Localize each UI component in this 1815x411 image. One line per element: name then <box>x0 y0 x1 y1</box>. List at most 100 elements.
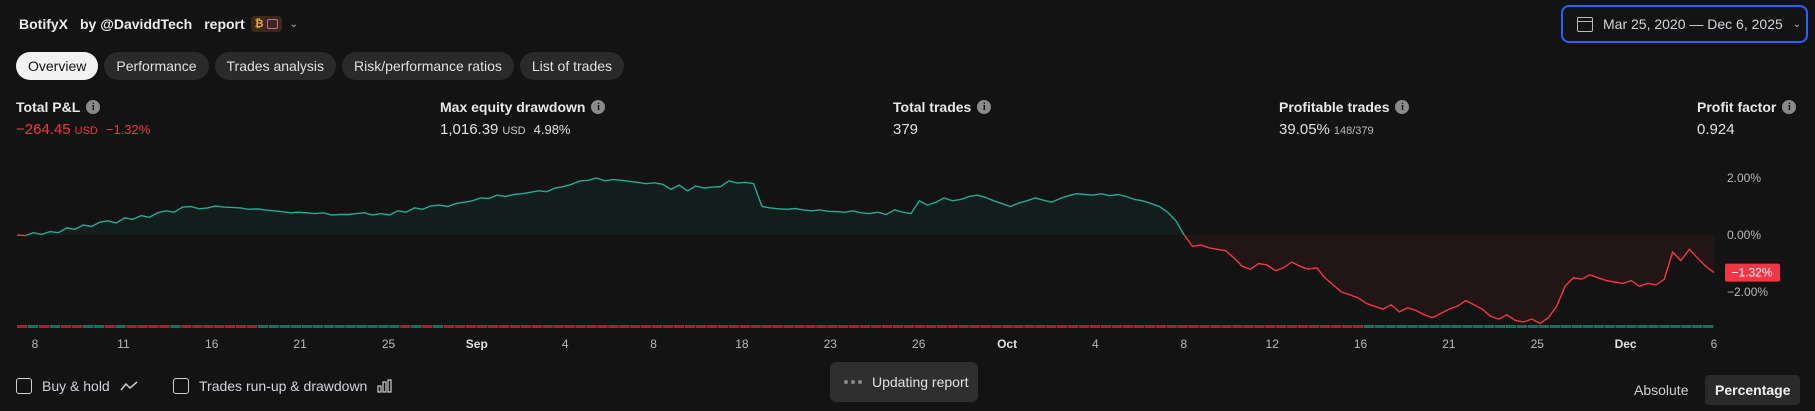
stat-value: −264.45 <box>16 121 71 138</box>
trade-marker <box>597 325 608 328</box>
trade-marker <box>268 325 280 328</box>
report-tabs: Overview Performance Trades analysis Ris… <box>16 52 625 80</box>
info-icon[interactable]: i <box>977 100 992 114</box>
trade-marker <box>1571 325 1582 328</box>
trade-marker <box>739 325 750 328</box>
trade-marker <box>1221 325 1232 328</box>
y-axis-tick-label: −2.00% <box>1727 285 1768 299</box>
trade-marker <box>1681 325 1692 328</box>
buy-hold-toggle[interactable]: Buy & hold <box>16 378 138 394</box>
trade-marker <box>575 325 586 328</box>
tab-performance[interactable]: Performance <box>104 52 209 80</box>
chevron-down-icon[interactable]: ⌄ <box>289 18 299 30</box>
equity-line-negative <box>1183 234 1715 325</box>
bar-chart-icon <box>377 379 392 393</box>
trade-marker <box>1352 325 1363 328</box>
equity-chart[interactable]: 2.00% 0.00% −2.00% −1.32% 8 11 16 21 25 Sep 4 8 18 23… <box>0 150 1815 350</box>
trade-marker <box>1692 325 1703 328</box>
trade-marker <box>520 325 531 328</box>
x-axis-tick-label: 25 <box>382 337 396 350</box>
trade-marker <box>1670 325 1681 328</box>
profit-area <box>26 178 1185 235</box>
trade-marker <box>345 325 356 328</box>
stat-profit-factor: Profit factor i 0.924 <box>1697 98 1797 138</box>
info-icon[interactable]: i <box>1395 100 1410 114</box>
report-header[interactable]: BotifyX by @DaviddTech report ₿ ⌄ <box>19 14 298 34</box>
trade-marker <box>838 325 849 328</box>
stat-percent: 4.98% <box>533 122 571 137</box>
author-label: by @DaviddTech <box>80 16 193 32</box>
trade-marker <box>1308 325 1320 328</box>
trade-marker <box>925 325 936 328</box>
trade-marker <box>1079 325 1090 328</box>
stat-percent: −1.32% <box>105 122 151 137</box>
trade-marker <box>586 325 597 328</box>
buy-hold-checkbox[interactable] <box>16 378 32 394</box>
trade-marker <box>1604 325 1615 328</box>
trade-marker <box>728 325 739 328</box>
symbol-badge: ₿ <box>250 16 282 32</box>
trade-marker <box>444 325 455 328</box>
trade-marker <box>1549 325 1561 328</box>
line-chart-icon <box>120 381 138 391</box>
trade-marker <box>400 325 411 328</box>
trade-marker <box>608 325 619 328</box>
info-icon[interactable]: i <box>1782 100 1797 114</box>
trade-marker <box>794 325 805 328</box>
trade-marker <box>1407 325 1418 328</box>
tab-overview[interactable]: Overview <box>16 52 99 80</box>
tab-risk-performance-ratios[interactable]: Risk/performance ratios <box>342 52 514 80</box>
y-axis-tick-label: 0.00% <box>1727 228 1761 242</box>
tab-trades-analysis[interactable]: Trades analysis <box>214 52 337 80</box>
trade-marker <box>1593 325 1604 328</box>
trade-marker <box>816 325 827 328</box>
trade-marker <box>1089 325 1101 328</box>
chevron-down-icon: ⌄ <box>1792 18 1802 30</box>
trade-marker <box>49 325 61 328</box>
trade-marker <box>991 325 1002 328</box>
trade-marker <box>1451 325 1462 328</box>
trade-marker <box>367 325 378 328</box>
trade-marker <box>1002 325 1013 328</box>
toast-label: Updating report <box>872 374 969 390</box>
trade-marker <box>750 325 761 328</box>
stat-value: 0.924 <box>1697 121 1735 138</box>
trade-marker <box>1615 325 1626 328</box>
trade-marker <box>1298 325 1309 328</box>
trade-marker <box>1188 325 1199 328</box>
stat-value: 1,016.39 <box>440 121 499 138</box>
info-icon[interactable]: i <box>591 100 606 114</box>
trade-marker <box>1637 325 1648 328</box>
stat-profitable-trades: Profitable trades i 39.05% 148/379 <box>1279 98 1410 138</box>
trade-marker <box>214 325 225 328</box>
trade-marker <box>706 325 717 328</box>
trade-marker <box>969 325 980 328</box>
trade-marker <box>1582 325 1593 328</box>
info-icon[interactable]: i <box>86 100 101 114</box>
trade-marker <box>695 325 707 328</box>
trade-marker <box>860 325 871 328</box>
trade-marker <box>487 325 499 328</box>
runup-drawdown-toggle[interactable]: Trades run-up & drawdown <box>173 378 393 394</box>
trade-marker <box>279 325 291 328</box>
trade-marker <box>104 325 115 328</box>
trade-marker <box>1418 325 1429 328</box>
loading-dots-icon <box>844 380 862 384</box>
date-range-picker[interactable]: Mar 25, 2020 — Dec 6, 2025 ⌄ <box>1561 5 1808 43</box>
runup-drawdown-checkbox[interactable] <box>173 378 189 394</box>
trade-marker <box>1133 325 1144 328</box>
absolute-mode-button[interactable]: Absolute <box>1634 382 1689 398</box>
trade-marker <box>1462 325 1473 328</box>
trade-marker <box>236 325 247 328</box>
trade-marker <box>411 325 422 328</box>
x-axis-tick-label: Oct <box>997 337 1017 350</box>
trade-marker <box>148 325 159 328</box>
percentage-mode-button[interactable]: Percentage <box>1705 375 1801 405</box>
stat-value: 39.05% <box>1279 121 1330 138</box>
stat-label: Profit factor <box>1697 99 1777 115</box>
trade-marker <box>290 325 301 328</box>
trade-marker <box>71 325 82 328</box>
tab-list-of-trades[interactable]: List of trades <box>519 52 625 80</box>
x-axis-tick-label: 8 <box>650 337 657 350</box>
trade-marker <box>783 325 794 328</box>
